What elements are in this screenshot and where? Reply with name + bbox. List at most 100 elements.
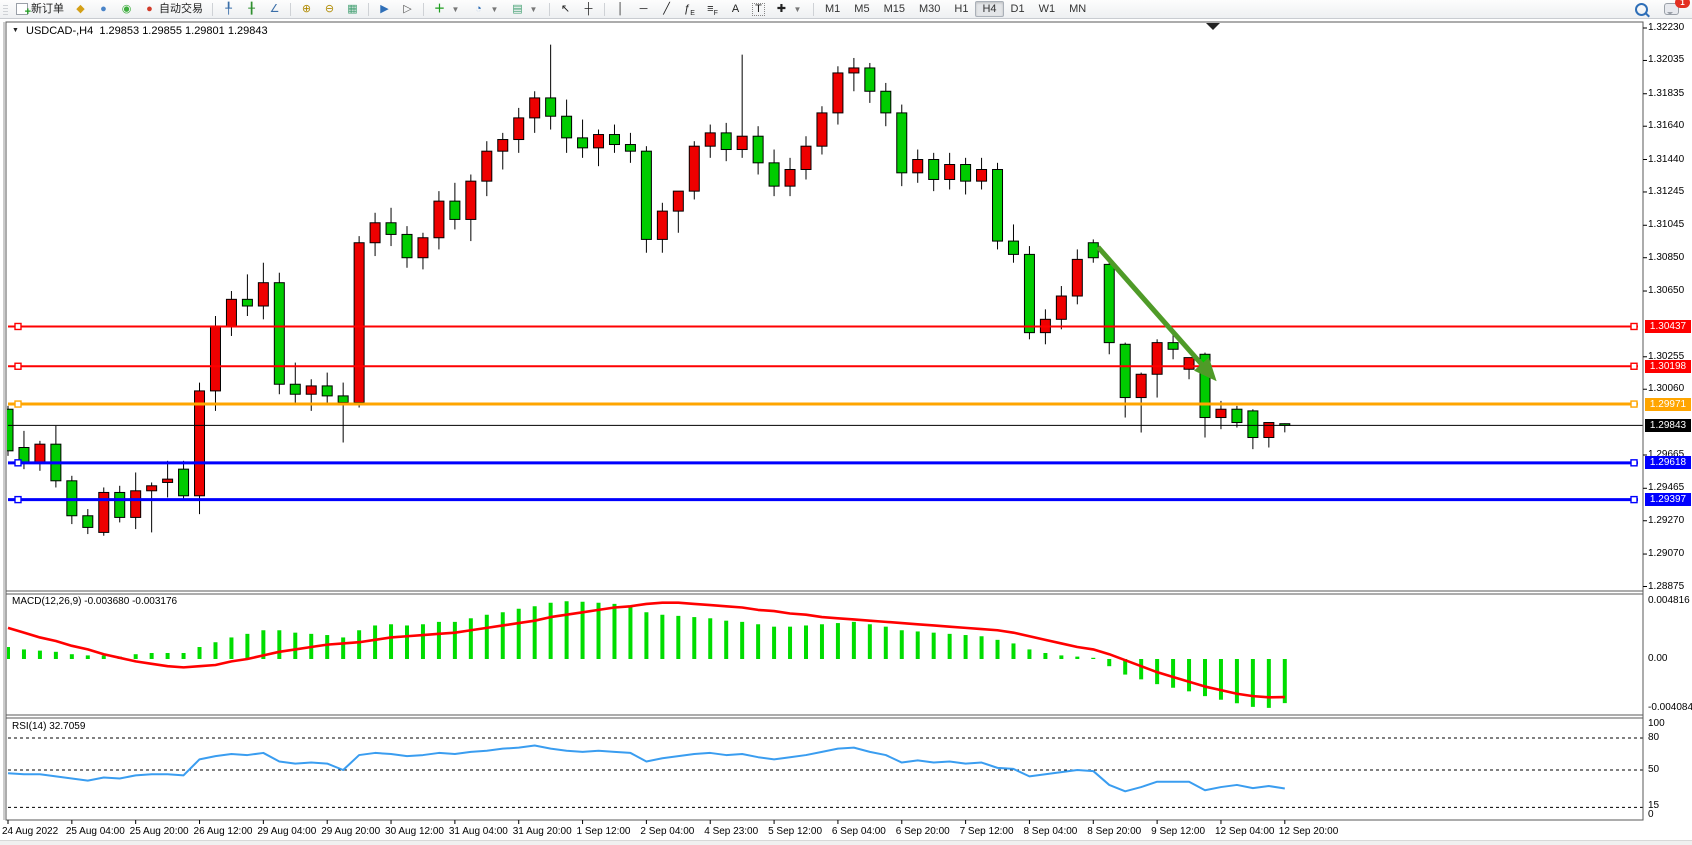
candlestick — [257, 262, 269, 320]
macd-signal-value: -0.003176 — [132, 596, 178, 607]
price-axis-label: 1.30650 — [1648, 285, 1685, 297]
horizontal-line-object[interactable] — [8, 495, 1638, 504]
time-axis-label: 31 Aug 04:00 — [448, 826, 508, 837]
horizontal-line-object[interactable] — [8, 459, 1638, 467]
line-anchor-handle[interactable] — [14, 362, 22, 370]
line-anchor-handle[interactable] — [1630, 400, 1638, 408]
line-anchor-handle[interactable] — [1630, 495, 1638, 504]
chart-shift-button[interactable]: ▷ — [396, 1, 419, 18]
text-button[interactable]: A — [724, 1, 747, 18]
candlestick — [624, 132, 636, 163]
timeframe-button-m15[interactable]: M15 — [883, 3, 905, 15]
toolbar-grip[interactable] — [3, 3, 8, 15]
candle-chart-button[interactable]: ╂ — [240, 1, 263, 18]
horizontal-line-object[interactable] — [8, 322, 1638, 331]
candlestick — [82, 509, 94, 535]
price-axis-label: 1.29270 — [1648, 514, 1685, 526]
candle-body — [1135, 373, 1147, 399]
candle-body — [1231, 408, 1243, 424]
indicators-button[interactable]: ＋ ▼ — [428, 1, 467, 18]
crosshair-button[interactable]: ┼ — [577, 1, 600, 18]
rsi-indicator-label: RSI(14) 32.7059 — [12, 721, 85, 732]
rsi-axis-label: 15 — [1648, 800, 1660, 811]
line-chart-button[interactable]: ∠ — [263, 1, 286, 18]
line-anchor-handle[interactable] — [14, 322, 22, 331]
timeframe-button-m5[interactable]: M5 — [854, 3, 870, 15]
trader-cloud-button[interactable]: ● — [92, 1, 115, 18]
candle-body — [752, 135, 764, 164]
price-line-badge: 1.29618 — [1645, 456, 1691, 470]
candlestick — [928, 152, 940, 192]
toolbar-right-group: 1 — [1630, 0, 1692, 18]
timeframe-button-h1[interactable]: H1 — [954, 3, 969, 15]
price-axis-label: 1.31440 — [1648, 153, 1685, 165]
auto-trading-button[interactable]: ● 自动交易 — [138, 1, 208, 18]
candle-body — [114, 491, 126, 518]
time-axis-label: 31 Aug 20:00 — [512, 826, 572, 837]
horizontal-line-object[interactable] — [8, 362, 1638, 370]
crosshair-icon: ┼ — [584, 2, 593, 15]
auto-scroll-button[interactable]: ▶ — [373, 1, 396, 18]
candlestick — [1167, 334, 1179, 360]
gold-cup-button[interactable]: ◆ — [69, 1, 92, 18]
candle-body — [1167, 342, 1179, 350]
chart-dropdown-icon[interactable]: ▼ — [12, 27, 19, 34]
candle-body — [353, 242, 365, 404]
vertical-line-button[interactable]: │ — [609, 1, 632, 18]
horizontal-line-object[interactable] — [8, 400, 1638, 408]
search-icon — [1635, 2, 1648, 16]
chart-shift-marker[interactable] — [1206, 23, 1220, 30]
arrows-button[interactable]: ✚ ▼ — [770, 1, 809, 18]
trendline-button[interactable]: ╱ — [655, 1, 678, 18]
line-anchor-handle[interactable] — [1630, 322, 1638, 331]
candle-body — [545, 97, 557, 117]
new-order-button[interactable]: 新订单 — [11, 1, 69, 19]
timeframe-button-m1[interactable]: M1 — [825, 3, 841, 15]
horizontal-line-button[interactable]: ─ — [632, 1, 655, 18]
chart-close-value: 1.29843 — [227, 25, 268, 37]
tile-windows-button[interactable]: ▦ — [341, 1, 364, 18]
candle-body — [992, 168, 1004, 242]
text-label-button[interactable]: T — [747, 1, 770, 18]
candlestick — [1055, 286, 1067, 330]
line-anchor-handle[interactable] — [14, 495, 22, 504]
timeframe-button-mn[interactable]: MN — [1069, 3, 1087, 15]
search-button[interactable] — [1630, 1, 1653, 18]
notifications-button[interactable]: 1 — [1659, 0, 1690, 18]
chart-high-value: 1.29855 — [142, 25, 182, 37]
timeframe-button-d1[interactable]: D1 — [1010, 3, 1025, 15]
candle-body — [577, 137, 589, 149]
periods-button[interactable]: ◔ ▼ — [467, 1, 506, 18]
signal-button[interactable]: ◉ — [115, 1, 138, 18]
text-label-icon: T — [752, 2, 765, 16]
trend-annotation-arrow[interactable] — [1096, 245, 1217, 382]
timeframe-button-h4[interactable]: H4 — [975, 1, 1004, 17]
candle-body — [704, 132, 716, 147]
candle-body — [848, 67, 860, 74]
price-line-badge: 1.30198 — [1645, 359, 1691, 373]
line-anchor-handle[interactable] — [14, 459, 22, 467]
timeframe-button-m30[interactable]: M30 — [918, 3, 941, 15]
time-axis-label: 29 Aug 20:00 — [321, 826, 381, 837]
zoom-out-button[interactable]: ⊖ — [318, 1, 341, 18]
cursor-button[interactable]: ↖ — [554, 1, 577, 18]
candlestick — [736, 54, 748, 158]
candlestick — [688, 141, 700, 200]
line-anchor-handle[interactable] — [1630, 362, 1638, 370]
time-axis-label: 7 Sep 12:00 — [959, 826, 1014, 837]
templates-button[interactable]: ▤ ▼ — [506, 1, 545, 18]
timeframe-button-w1[interactable]: W1 — [1038, 3, 1056, 15]
fibonacci-button[interactable]: ƒE — [678, 1, 701, 18]
candlestick — [832, 66, 844, 125]
line-anchor-handle[interactable] — [14, 400, 22, 408]
candlestick — [34, 440, 46, 471]
candlestick — [146, 482, 158, 533]
candlestick — [433, 191, 445, 250]
candlestick — [656, 202, 668, 253]
line-anchor-handle[interactable] — [1630, 459, 1638, 467]
channel-button[interactable]: ≡F — [701, 1, 724, 18]
bar-chart-button[interactable]: ╀ — [217, 1, 240, 18]
zoom-in-button[interactable]: ⊕ — [295, 1, 318, 18]
